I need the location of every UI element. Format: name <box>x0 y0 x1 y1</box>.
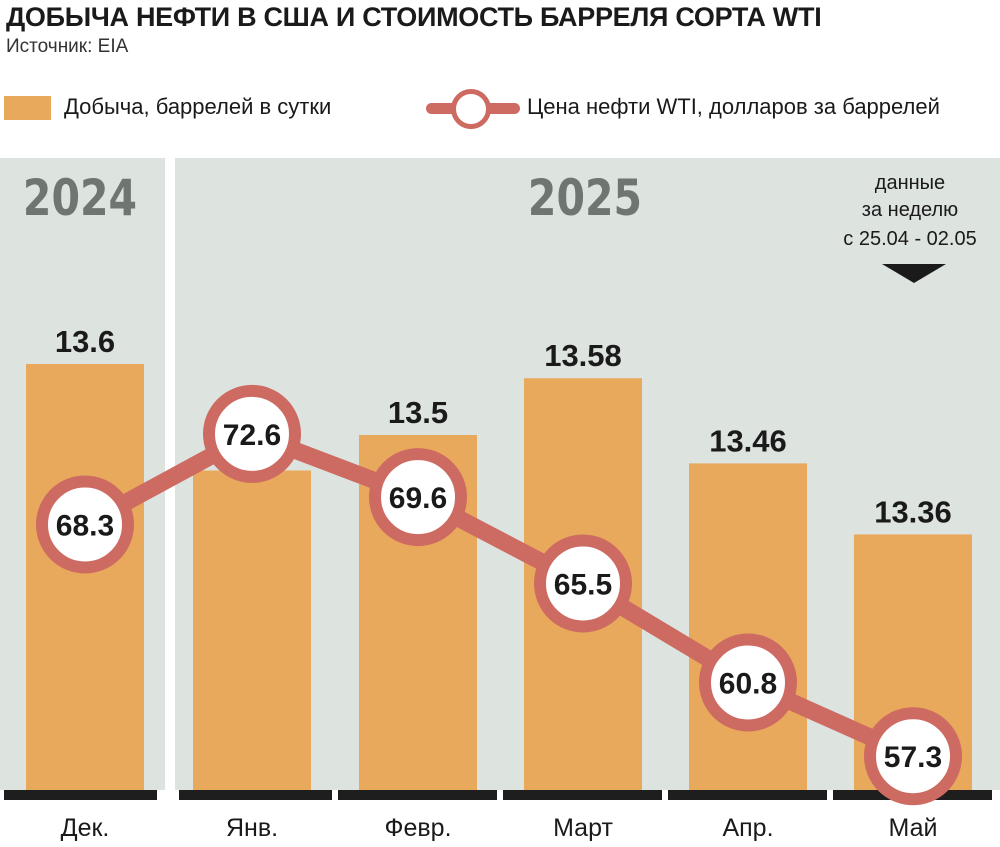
chart-title: ДОБЫЧА НЕФТИ В США И СТОИМОСТЬ БАРРЕЛЯ С… <box>6 2 822 32</box>
year-label-2025: 2025 <box>528 169 642 227</box>
price-value-label: 72.6 <box>223 419 281 452</box>
category-label-2: Янв. <box>226 814 278 842</box>
legend-bar-swatch <box>4 96 51 120</box>
price-marker-3 <box>369 448 467 547</box>
bar-value-label: 13.6 <box>55 324 115 359</box>
baseline-gap <box>827 790 833 800</box>
legend: Добыча, баррелей в сутки Цена нефти WTI,… <box>0 84 1000 134</box>
legend-line-label: Цена нефти WTI, долларов за баррелей <box>527 94 940 119</box>
price-value-label: 57.3 <box>884 741 942 774</box>
bar-value-label: 13.5 <box>388 395 448 430</box>
bar-5 <box>689 463 807 790</box>
chart-source: Источник: EIA <box>6 36 129 57</box>
baseline-2 <box>179 790 992 800</box>
legend-bar-label: Добыча, баррелей в сутки <box>64 94 332 119</box>
baseline-gap <box>662 790 668 800</box>
bar-2 <box>193 470 311 790</box>
bar-value-label: 13.46 <box>709 423 787 458</box>
note-arrow-icon <box>882 264 946 283</box>
note-line-2: за неделю <box>862 199 958 221</box>
price-marker-5 <box>699 633 797 732</box>
baseline-gap <box>497 790 503 800</box>
category-label-5: Апр. <box>722 814 773 842</box>
price-marker-2 <box>203 384 301 483</box>
note-line-1: данные <box>875 172 945 194</box>
category-label-4: Март <box>553 814 613 842</box>
legend-circle-marker <box>451 89 491 129</box>
baseline-1 <box>4 790 157 800</box>
price-value-label: 69.6 <box>389 482 447 515</box>
price-marker-1 <box>36 475 134 574</box>
bar-1 <box>26 364 144 790</box>
price-marker-4 <box>534 534 632 633</box>
baseline-gap <box>332 790 338 800</box>
note-line-3: с 25.04 - 02.05 <box>843 228 976 250</box>
price-value-label: 60.8 <box>719 667 777 700</box>
year-label-2024: 2024 <box>23 169 137 227</box>
category-label-6: Май <box>889 814 938 842</box>
bar-value-label: 13.36 <box>874 494 952 529</box>
price-marker-6 <box>864 707 962 806</box>
bar-value-label: 13.58 <box>544 338 622 373</box>
price-value-label: 65.5 <box>554 568 612 601</box>
price-value-label: 68.3 <box>56 509 114 542</box>
category-label-1: Дек. <box>61 814 110 842</box>
category-label-3: Февр. <box>384 814 451 842</box>
